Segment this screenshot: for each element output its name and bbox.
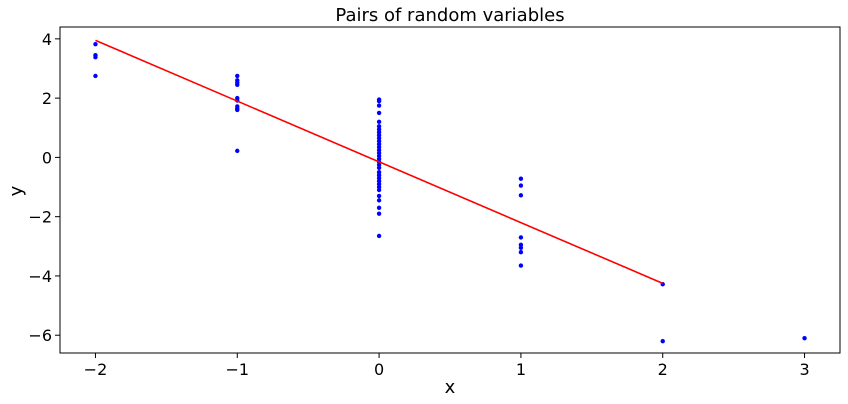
data-point — [518, 250, 524, 255]
data-point — [376, 193, 382, 199]
data-point — [518, 245, 524, 250]
data-point — [376, 165, 382, 170]
data-point — [376, 198, 382, 203]
y-tick-label: 0 — [42, 148, 52, 167]
data-point — [518, 235, 524, 240]
plot-frame — [59, 26, 841, 354]
data-point — [802, 335, 807, 341]
x-tick-label: 3 — [799, 360, 809, 379]
y-tick-label: 4 — [42, 30, 52, 49]
x-tick-label: −2 — [84, 360, 108, 379]
data-point — [376, 110, 382, 116]
y-tick-label: −2 — [28, 208, 52, 227]
y-tick-label: −6 — [28, 326, 52, 345]
x-tick-label: 1 — [516, 360, 526, 379]
data-point — [376, 98, 382, 104]
data-point — [235, 107, 240, 113]
data-point — [376, 233, 382, 239]
data-point — [93, 73, 98, 79]
data-point — [518, 263, 524, 268]
x-tick-label: 2 — [658, 360, 668, 379]
data-point — [660, 338, 665, 344]
data-point — [93, 55, 98, 60]
data-point — [235, 148, 240, 154]
data-point — [518, 183, 524, 188]
data-point — [93, 41, 98, 47]
y-tick-label: 2 — [42, 89, 52, 108]
data-point — [376, 187, 382, 193]
data-point — [518, 193, 524, 198]
data-point — [376, 211, 382, 216]
plot-area — [93, 39, 807, 344]
data-point — [235, 73, 240, 79]
x-axis-label: x — [445, 377, 456, 398]
data-point — [376, 205, 382, 210]
data-point — [518, 176, 524, 181]
chart-title: Pairs of random variables — [335, 5, 564, 26]
y-tick-label: −4 — [28, 267, 52, 286]
y-axis: −6 −4 −2 0 2 4 — [28, 30, 60, 345]
data-point — [376, 119, 382, 125]
x-tick-label: 0 — [374, 360, 384, 379]
regression-line — [95, 39, 664, 285]
x-tick-label: −1 — [225, 360, 249, 379]
data-point — [235, 82, 240, 87]
x-axis: −2 −1 0 1 2 3 — [84, 353, 810, 379]
y-axis-label: y — [6, 185, 27, 196]
data-point — [376, 103, 382, 108]
